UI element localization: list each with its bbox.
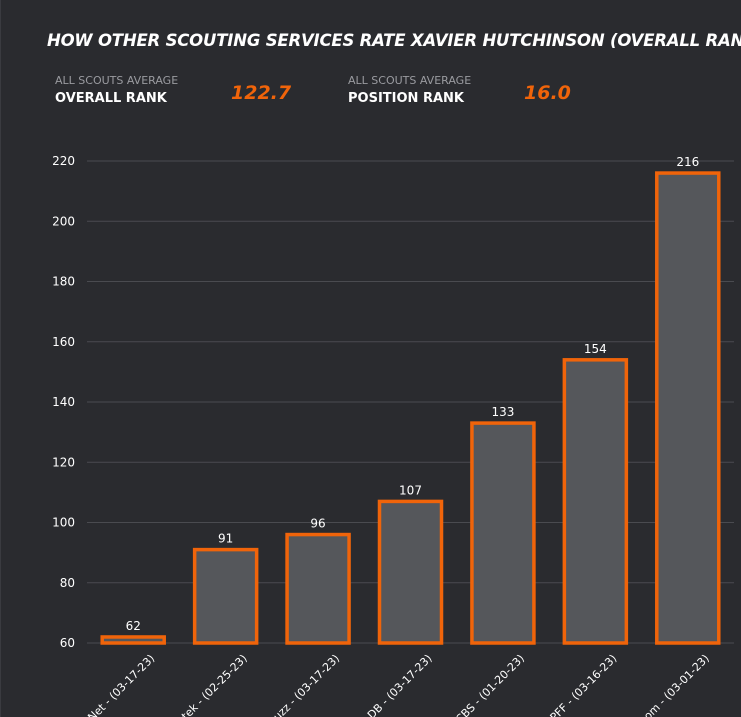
x-tick-label: tek - (02-25-23) [179, 652, 250, 717]
x-tick-label: PFF - (03-16-23) [548, 652, 620, 717]
position-rank-caption: ALL SCOUTS AVERAGE [348, 74, 472, 87]
overall-rank-label: OVERALL RANK [55, 91, 167, 106]
overall-rank-value: 122.7 [231, 82, 292, 104]
y-tick-label: 160 [52, 335, 75, 349]
bar [655, 171, 721, 645]
bar-value-label: 62 [126, 619, 141, 633]
bar [470, 421, 536, 645]
bar-value-label: 154 [584, 342, 607, 356]
x-tick-label: uzz - (03-17-23) [271, 652, 342, 717]
bar [285, 532, 351, 645]
y-tick-label: 180 [52, 275, 75, 289]
x-tick-label: Net - (03-17-23) [85, 652, 157, 717]
y-tick-label: 200 [52, 214, 75, 228]
bar [192, 547, 259, 645]
x-tick-label: om - (03-01-23) [641, 652, 712, 717]
bar-value-label: 216 [676, 155, 699, 169]
position-rank-label: POSITION RANK [348, 91, 464, 106]
y-tick-label: 80 [60, 576, 75, 590]
chart-title: HOW OTHER SCOUTING SERVICES RATE XAVIER … [47, 31, 741, 50]
overall-rank-caption: ALL SCOUTS AVERAGE [55, 74, 179, 87]
x-tick-label: DB - (03-17-23) [365, 652, 435, 717]
bar-value-label: 107 [399, 483, 422, 497]
bar-value-label: 133 [491, 405, 514, 419]
bar [100, 635, 166, 645]
y-tick-label: 100 [52, 516, 75, 530]
x-tick-label: CBS - (01-20-23) [453, 652, 527, 717]
y-tick-label: 140 [52, 395, 75, 409]
y-tick-label: 120 [52, 455, 75, 469]
y-tick-label: 220 [52, 154, 75, 168]
bar [377, 499, 444, 645]
bar-value-label: 96 [310, 517, 325, 531]
position-rank-value: 16.0 [524, 82, 571, 104]
y-tick-label: 60 [60, 636, 75, 650]
bar-value-label: 91 [218, 532, 233, 546]
bar [562, 358, 629, 645]
